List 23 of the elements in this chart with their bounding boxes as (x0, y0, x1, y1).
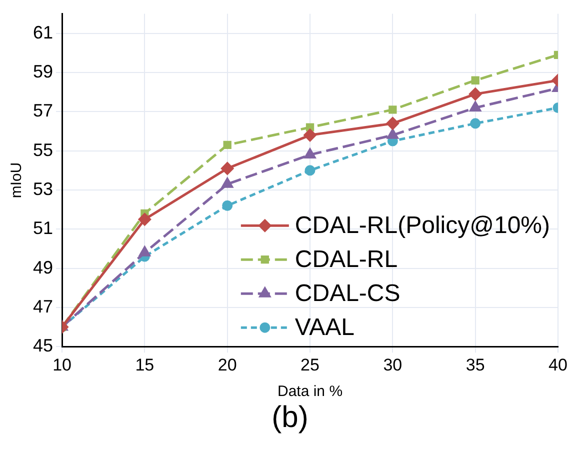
x-tick-label: 20 (218, 355, 237, 374)
x-tick-label: 30 (383, 355, 402, 374)
y-tick-label: 57 (32, 100, 54, 121)
legend-label: CDAL-RL(Policy@10%) (294, 212, 550, 240)
x-tick-label: 35 (466, 355, 485, 374)
x-tick-label: 15 (135, 355, 154, 374)
x-tick-label: 10 (52, 355, 72, 374)
y-tick-label: 49 (32, 257, 54, 278)
y-tick-label: 47 (32, 296, 54, 316)
y-tick-label: 53 (32, 178, 54, 199)
legend-label: VAAL (294, 314, 354, 342)
y-tick-label: 51 (32, 218, 54, 238)
legend-label: CDAL-CS (294, 280, 400, 308)
y-tick-label: 61 (32, 22, 54, 42)
x-tick-label: 40 (548, 355, 568, 374)
text: (b) (270, 401, 310, 435)
y-axis-title: mIoU (8, 162, 26, 198)
y-tick-label: 45 (32, 336, 54, 356)
x-axis-title: Data in % (277, 383, 343, 400)
legend-label: CDAL-RL (294, 246, 398, 274)
x-tick-label: 25 (300, 355, 320, 374)
y-tick-label: 59 (32, 62, 54, 82)
y-tick-label: 55 (32, 140, 54, 160)
